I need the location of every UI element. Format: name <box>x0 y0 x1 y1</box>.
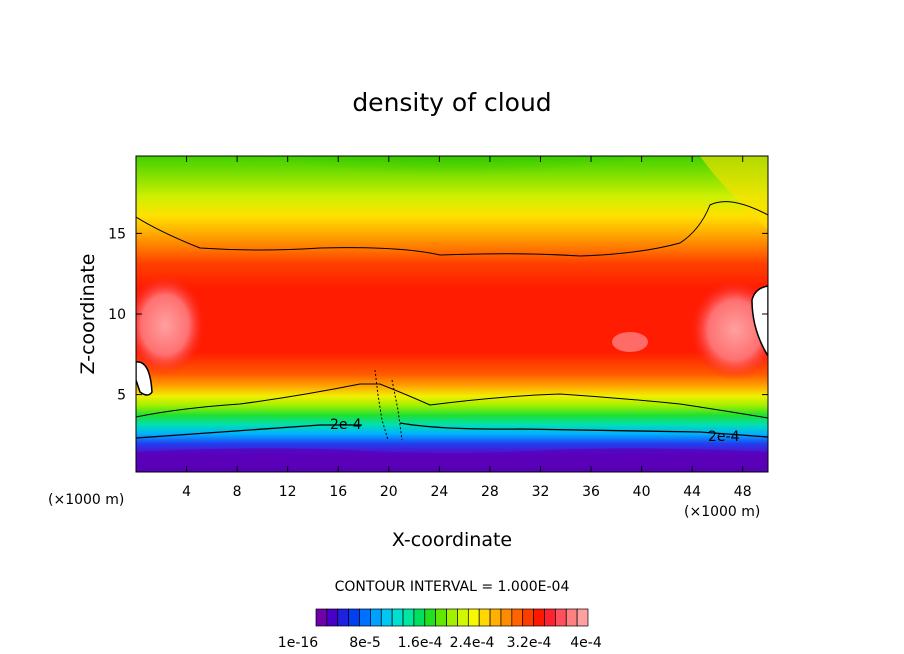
x-axis-label: X-coordinate <box>392 529 512 551</box>
x-tick-label: 48 <box>734 484 752 500</box>
right-white-region <box>751 285 768 358</box>
colorbar-label: 1.6e-4 <box>398 635 443 651</box>
colorbar-swatch <box>370 608 382 627</box>
colorbar-swatch <box>457 608 469 627</box>
colorbar-label: 2.4e-4 <box>450 635 495 651</box>
x-tick-label: 8 <box>233 484 242 500</box>
colorbar-swatch <box>326 608 339 627</box>
middle-contour-line <box>136 383 768 419</box>
colorbar-swatch <box>446 608 458 627</box>
contour-label: 2e-4 <box>330 417 362 433</box>
x-unit-right: (×1000 m) <box>684 504 760 520</box>
x-tick-label: 16 <box>329 484 347 500</box>
colorbar-swatch <box>565 608 578 627</box>
colorbar-label: 4e-4 <box>570 635 602 651</box>
left-maximum <box>136 275 205 375</box>
colorbar-swatch <box>576 608 589 627</box>
colorbar-swatch <box>424 608 437 627</box>
colorbar-swatch <box>391 608 404 627</box>
y-tick-label: 10 <box>108 307 126 323</box>
x-tick-label: 20 <box>380 484 398 500</box>
colorbar-swatch <box>489 608 502 627</box>
colorbar-swatch <box>533 608 545 627</box>
colorbar-swatch <box>435 608 447 627</box>
y-axis-label: Z-coordinate <box>77 254 99 375</box>
colorbar-swatch <box>522 608 534 627</box>
y-axis: 5 10 15 <box>108 226 768 404</box>
left-white-region <box>136 361 153 396</box>
colorbar-swatch <box>359 608 371 627</box>
chart-title: density of cloud <box>352 88 551 117</box>
colorbar-label: 8e-5 <box>349 635 380 651</box>
contour-label: 2e-4 <box>708 429 740 445</box>
colorbar-swatch <box>380 608 393 627</box>
x-unit-left: (×1000 m) <box>48 492 124 508</box>
x-tick-label: 28 <box>481 484 499 500</box>
colorbar-swatch <box>315 608 328 627</box>
x-tick-label: 44 <box>683 484 701 500</box>
contour-2e-4 <box>136 422 768 439</box>
contour-interval: CONTOUR INTERVAL = 1.000E-04 <box>335 579 570 595</box>
colorbar-label: 3.2e-4 <box>507 635 552 651</box>
colorbar-swatch <box>413 608 426 627</box>
colorbar-labels: 1e-16 8e-5 1.6e-4 2.4e-4 3.2e-4 4e-4 <box>278 635 602 651</box>
plot-area <box>136 156 768 472</box>
colorbar <box>315 608 589 627</box>
right-maximum <box>690 280 768 380</box>
colorbar-swatch <box>544 608 556 627</box>
local-maximum <box>612 332 648 352</box>
noisy-contours <box>374 369 403 441</box>
x-tick-label: 36 <box>582 484 600 500</box>
colorbar-swatch <box>402 608 415 627</box>
x-tick-label: 24 <box>430 484 448 500</box>
x-tick-label: 32 <box>532 484 550 500</box>
lower-boundary-band <box>136 448 768 472</box>
y-tick-label: 15 <box>108 226 126 242</box>
upper-right-band <box>700 156 768 230</box>
x-axis: 4 8 12 16 20 24 28 32 36 40 44 48 <box>182 156 752 500</box>
colorbar-swatch <box>467 608 480 627</box>
x-tick-label: 4 <box>182 484 191 500</box>
colorbar-label: 1e-16 <box>278 635 318 651</box>
density-field <box>136 156 768 472</box>
y-tick-label: 5 <box>117 388 126 404</box>
colorbar-swatch <box>555 608 567 627</box>
upper-contour-line <box>136 201 768 257</box>
colorbar-swatch <box>500 608 513 627</box>
colorbar-swatch <box>348 608 360 627</box>
colorbar-swatch <box>337 608 349 627</box>
colorbar-swatch <box>478 608 491 627</box>
colorbar-swatch <box>511 608 524 627</box>
x-tick-label: 40 <box>633 484 651 500</box>
upper-minimum <box>252 156 652 208</box>
x-tick-label: 12 <box>279 484 297 500</box>
